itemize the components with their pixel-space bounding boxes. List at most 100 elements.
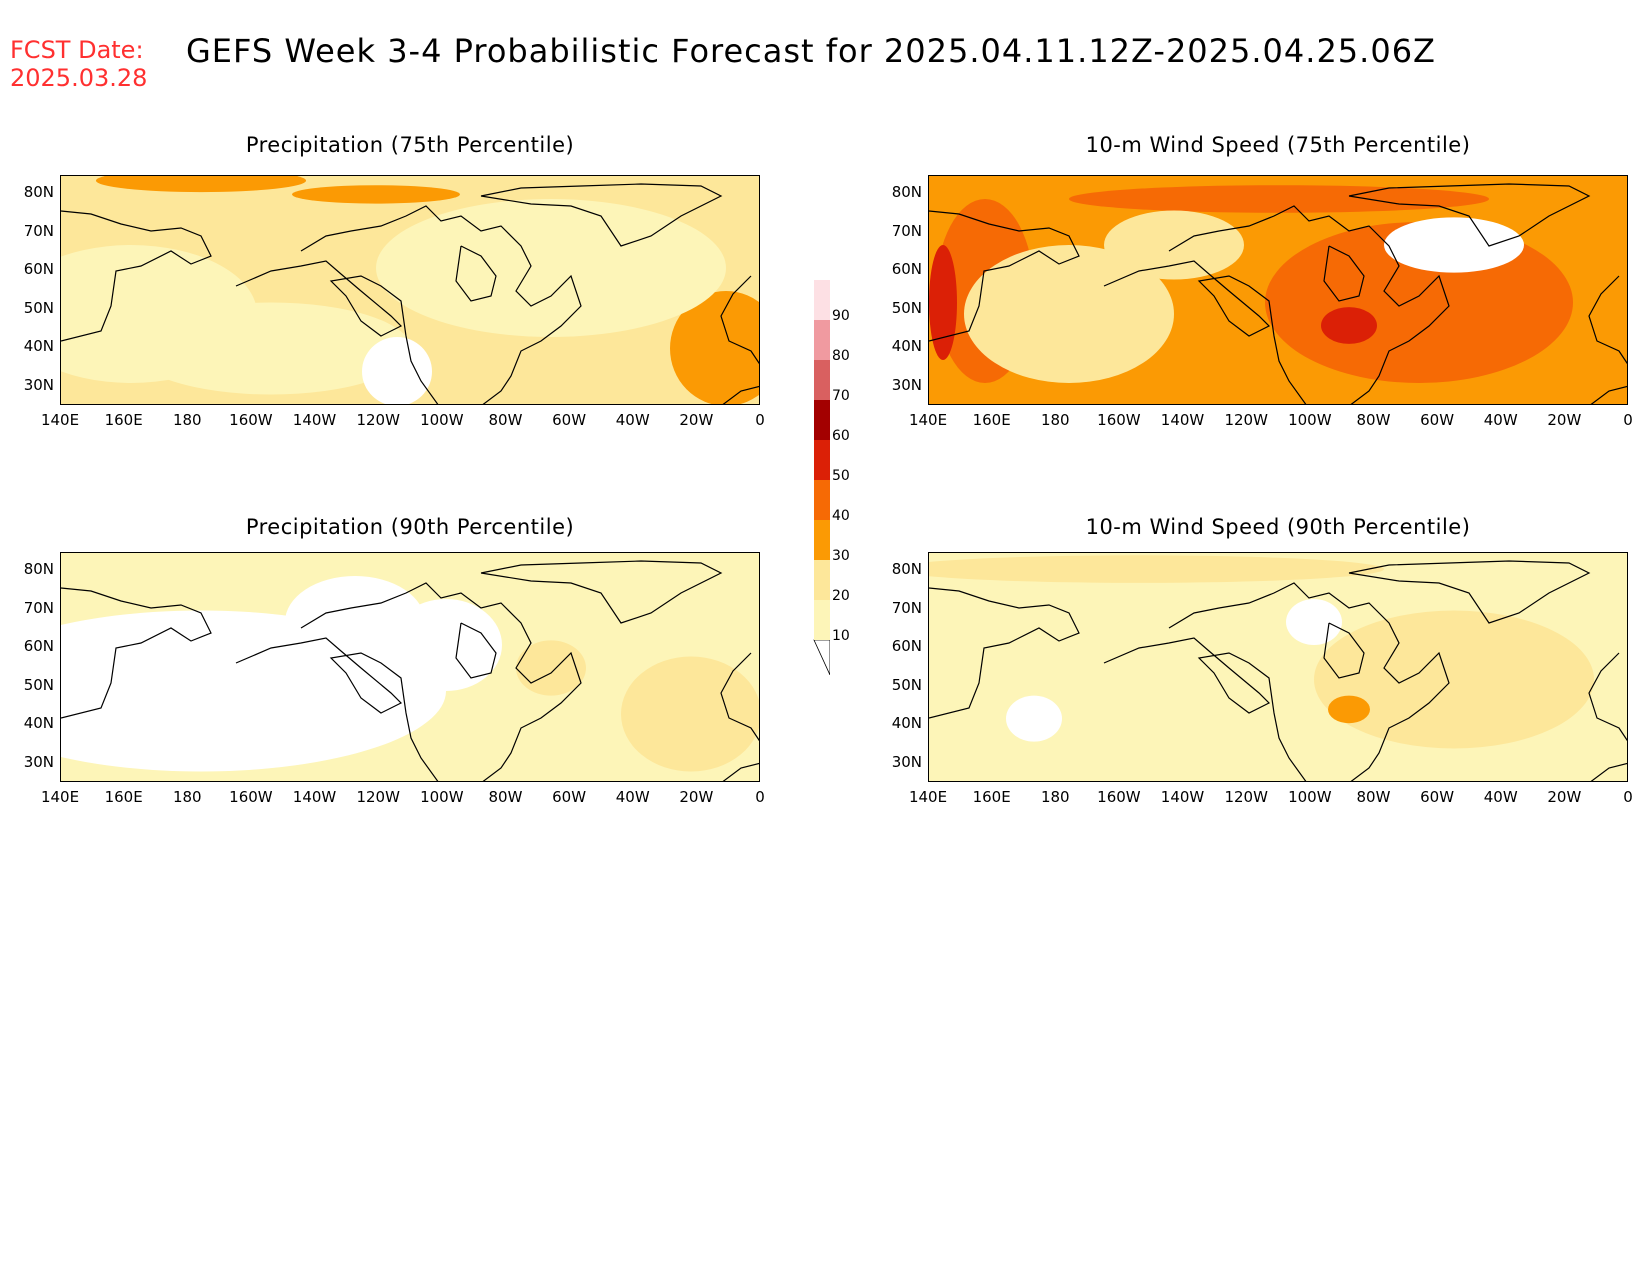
colorbar-segment <box>814 280 830 320</box>
lon-tick-label: 100W <box>1288 788 1332 806</box>
map-svg <box>61 560 759 781</box>
colorbar-segment <box>814 360 830 400</box>
shaded-region <box>1104 210 1244 280</box>
lon-tick-label: 140E <box>40 788 80 806</box>
map-area <box>60 552 760 782</box>
lon-tick-label: 140W <box>1160 411 1205 429</box>
shaded-region <box>131 302 411 395</box>
colorbar-level-label: 40 <box>832 508 850 524</box>
lon-tick-label: 140W <box>292 411 337 429</box>
lat-tick-label: 40N <box>23 714 54 732</box>
colorbar-segment <box>814 320 830 360</box>
panel-title: 10-m Wind Speed (90th Percentile) <box>1085 515 1471 539</box>
lon-tick-label: 80W <box>1356 411 1391 429</box>
lon-tick-label: 160W <box>229 411 273 429</box>
shaded-region <box>362 337 432 404</box>
lat-tick-label: 40N <box>891 714 922 732</box>
lon-tick-label: 20W <box>1547 788 1582 806</box>
lat-tick-label: 30N <box>23 752 54 771</box>
lon-tick-label: 180 <box>1040 788 1070 806</box>
colorbar-segment <box>814 400 830 440</box>
colorbar-level-label: 10 <box>832 628 850 644</box>
fcst-date: 2025.03.28 <box>10 64 148 92</box>
shaded-region <box>1314 610 1594 749</box>
shaded-region <box>96 176 306 193</box>
lon-tick-label: 160W <box>229 788 273 806</box>
lon-tick-label: 40W <box>615 411 650 429</box>
shaded-region <box>292 185 460 204</box>
shaded-region <box>964 245 1174 383</box>
lat-tick-label: 40N <box>891 337 922 355</box>
lon-tick-label: 100W <box>420 788 464 806</box>
lon-tick-label: 180 <box>1040 411 1070 429</box>
main-title: GEFS Week 3-4 Probabilistic Forecast for… <box>186 32 1436 70</box>
lat-tick-label: 50N <box>891 298 922 317</box>
fcst-label: FCST Date: <box>10 36 144 64</box>
colorbar-segment <box>814 600 830 640</box>
colorbar-segment <box>814 560 830 600</box>
colorbar-level-label: 80 <box>832 348 850 364</box>
lon-tick-label: 180 <box>172 788 202 806</box>
lon-tick-label: 0 <box>1623 411 1633 429</box>
lon-tick-label: 160E <box>972 411 1011 429</box>
lon-tick-label: 180 <box>172 411 202 429</box>
coastline <box>929 183 1627 404</box>
lat-tick-label: 80N <box>891 560 922 578</box>
map-area <box>60 175 760 405</box>
colorbar-level-label: 30 <box>832 548 850 564</box>
colorbar-level-label: 20 <box>832 588 850 604</box>
lon-tick-label: 40W <box>615 788 650 806</box>
lat-tick-label: 50N <box>891 675 922 694</box>
lon-tick-label: 140W <box>292 788 337 806</box>
lon-tick-label: 80W <box>488 788 523 806</box>
lon-tick-label: 140W <box>1160 788 1205 806</box>
lon-tick-label: 160E <box>972 788 1011 806</box>
colorbar-level-label: 60 <box>832 428 850 444</box>
map-svg <box>61 176 759 404</box>
panel-title: Precipitation (75th Percentile) <box>245 133 575 157</box>
lon-tick-label: 140E <box>908 788 948 806</box>
lat-tick-label: 30N <box>891 375 922 394</box>
lon-tick-label: 60W <box>552 411 587 429</box>
lat-tick-label: 70N <box>23 598 54 617</box>
shaded-region <box>1069 185 1489 213</box>
panel-title: 10-m Wind Speed (75th Percentile) <box>1085 133 1471 157</box>
lat-tick-label: 30N <box>891 752 922 771</box>
shaded-region <box>1286 599 1342 645</box>
lat-tick-label: 70N <box>23 221 54 240</box>
lat-tick-label: 60N <box>23 637 54 655</box>
lat-tick-label: 80N <box>891 183 922 201</box>
lat-tick-label: 70N <box>891 221 922 240</box>
lon-tick-label: 20W <box>679 411 714 429</box>
lon-tick-label: 160W <box>1097 788 1141 806</box>
lon-tick-label: 0 <box>1623 788 1633 806</box>
lat-tick-label: 50N <box>23 675 54 694</box>
panel-title: Precipitation (90th Percentile) <box>245 515 575 539</box>
lon-tick-label: 40W <box>1483 411 1518 429</box>
lon-tick-label: 20W <box>679 788 714 806</box>
shaded-region <box>1006 695 1062 742</box>
lon-tick-label: 160E <box>104 788 143 806</box>
colorbar-segment <box>814 440 830 480</box>
lon-tick-label: 120W <box>1224 788 1268 806</box>
lon-tick-label: 80W <box>1356 788 1391 806</box>
lon-tick-label: 0 <box>755 788 765 806</box>
lon-tick-label: 140E <box>908 411 948 429</box>
fcst-date-block: FCST Date: 2025.03.28 <box>10 36 147 92</box>
shaded-region <box>1321 307 1377 344</box>
shaded-region <box>929 555 1384 583</box>
colorbar-level-label: 90 <box>832 308 850 324</box>
lat-tick-label: 60N <box>23 260 54 278</box>
lat-tick-label: 30N <box>23 375 54 394</box>
shaded-region <box>929 245 957 360</box>
lon-tick-label: 160E <box>104 411 143 429</box>
lat-tick-label: 50N <box>23 298 54 317</box>
lon-tick-label: 80W <box>488 411 523 429</box>
lat-tick-label: 70N <box>891 598 922 617</box>
lon-tick-label: 20W <box>1547 411 1582 429</box>
shaded-region <box>670 291 759 404</box>
lon-tick-label: 120W <box>356 411 400 429</box>
colorbar-level-label: 50 <box>832 468 850 484</box>
lon-tick-label: 120W <box>356 788 400 806</box>
colorbar <box>813 280 830 675</box>
